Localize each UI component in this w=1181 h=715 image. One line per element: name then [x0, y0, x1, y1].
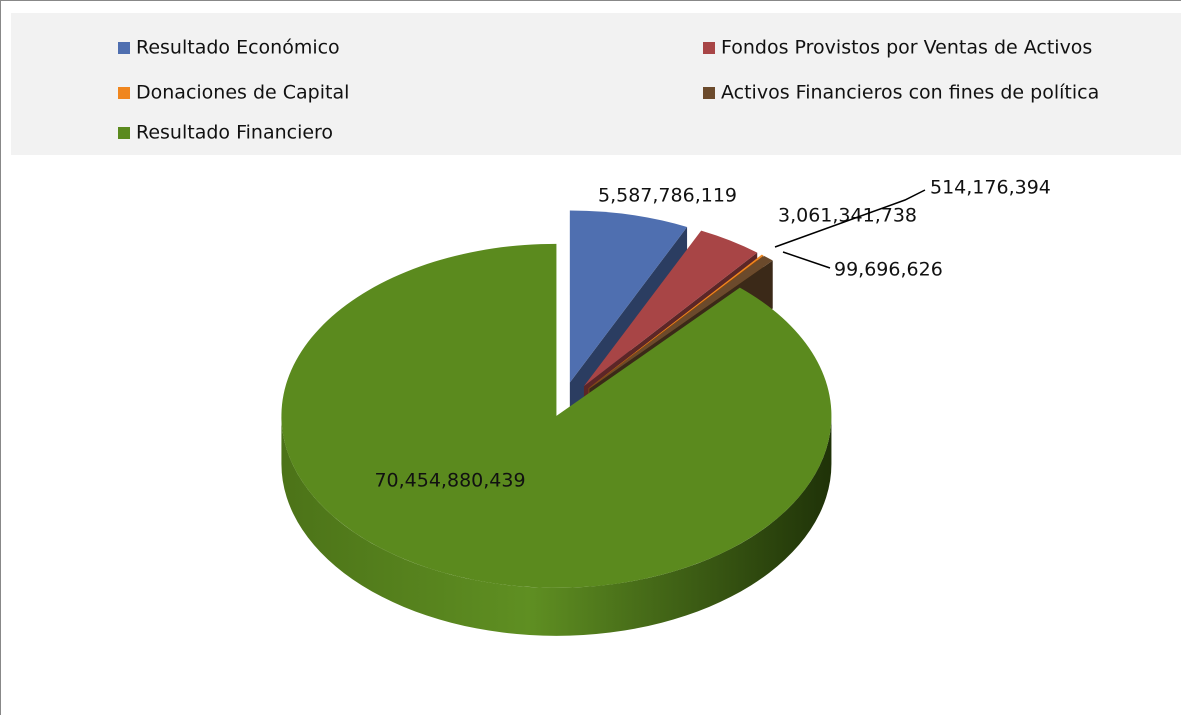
pie-tops — [281, 210, 832, 588]
legend-swatch — [118, 127, 130, 139]
legend-swatch — [118, 87, 130, 99]
pie-side — [281, 415, 832, 636]
pie-slice — [281, 243, 832, 588]
legend-label: Activos Financieros con fines de polític… — [721, 82, 1099, 104]
data-label: 5,587,786,119 — [598, 185, 737, 207]
leader-line — [774, 189, 926, 248]
pie-slice — [583, 230, 758, 387]
legend-swatch — [703, 42, 715, 54]
leader-line — [782, 251, 831, 269]
legend-swatch — [118, 42, 130, 54]
legend-label: Donaciones de Capital — [136, 82, 349, 104]
data-label: 70,454,880,439 — [374, 470, 525, 492]
legend-area — [11, 13, 1181, 155]
pie-slice — [588, 254, 764, 389]
data-label: 514,176,394 — [930, 177, 1051, 199]
legend-label: Fondos Provistos por Ventas de Activos — [721, 37, 1092, 59]
legend-label: Resultado Financiero — [136, 122, 333, 144]
legend-label: Resultado Económico — [136, 37, 340, 59]
legend-swatch — [703, 87, 715, 99]
data-label: 99,696,626 — [834, 259, 943, 281]
leader-lines — [774, 189, 926, 269]
pie-slice — [569, 210, 688, 383]
data-label: 3,061,341,738 — [778, 205, 917, 227]
pie-slice — [589, 255, 773, 389]
